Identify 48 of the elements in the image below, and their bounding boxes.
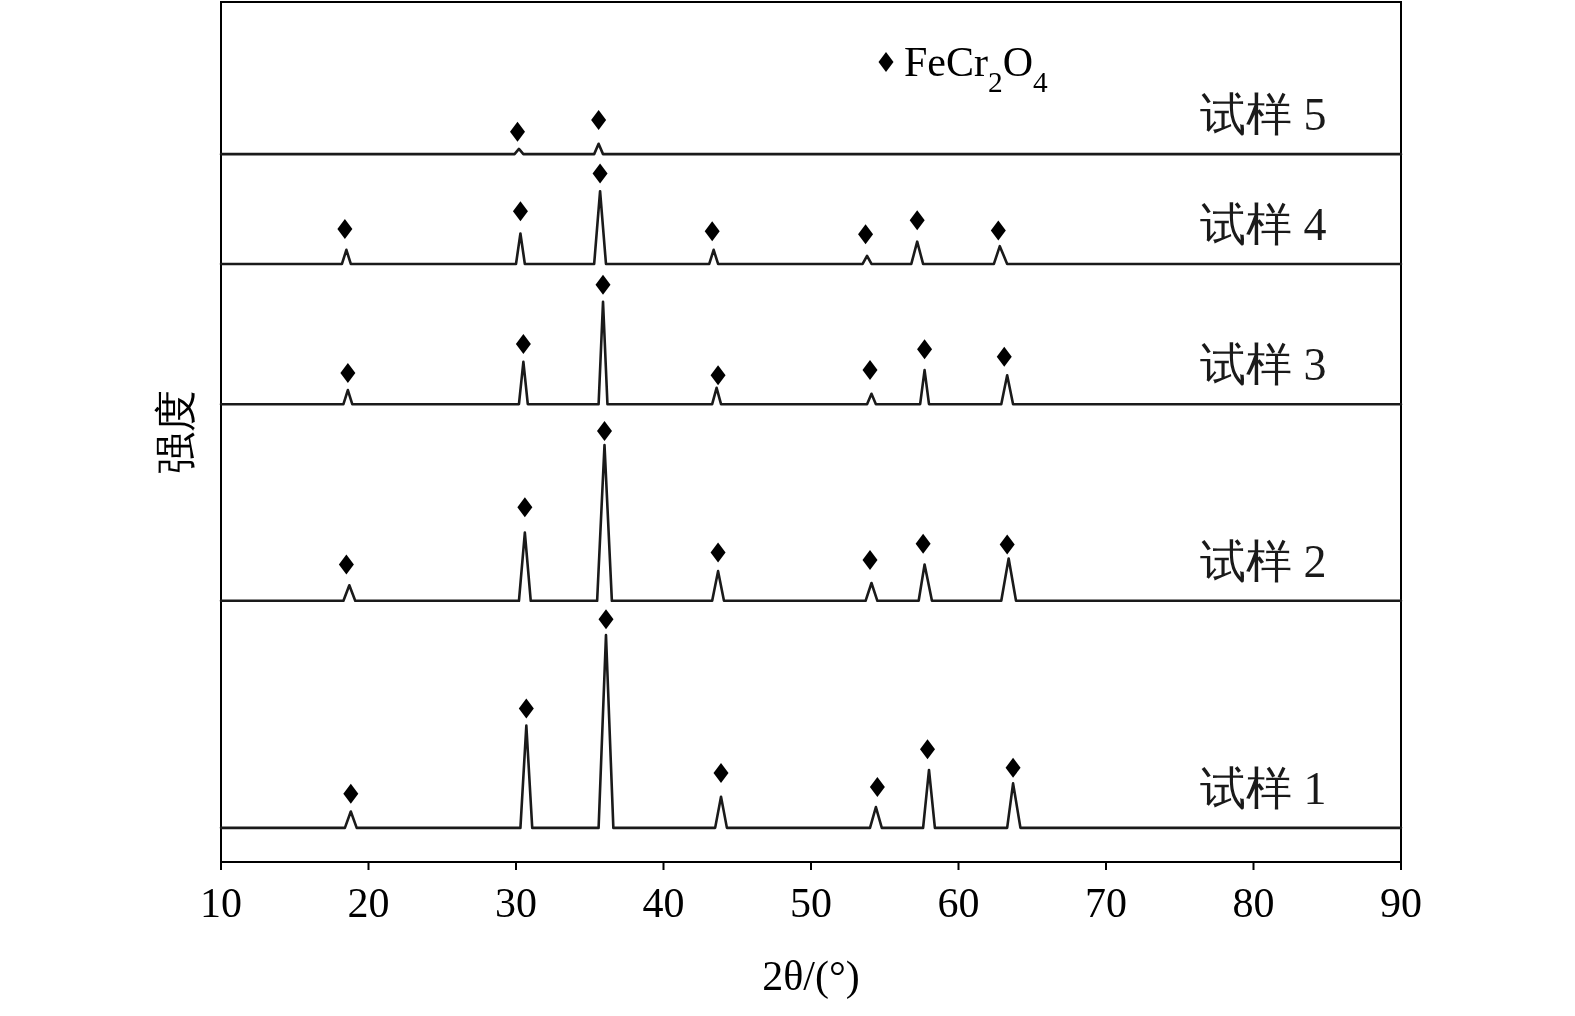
point — [509, 121, 525, 142]
point — [598, 609, 614, 630]
x-tick-label: 30 — [495, 880, 537, 926]
point — [597, 420, 612, 441]
point — [337, 219, 353, 240]
series-label: 试样 5 — [1200, 89, 1327, 141]
point — [704, 221, 720, 242]
x-axis-title: 2θ/(°) — [762, 953, 860, 1000]
series-label: 试样 1 — [1200, 762, 1327, 814]
x-tick-label: 80 — [1232, 880, 1275, 926]
point — [595, 274, 611, 295]
point — [713, 762, 729, 783]
point — [920, 739, 936, 760]
point — [996, 346, 1012, 367]
point — [515, 334, 531, 355]
point — [710, 365, 726, 386]
point — [710, 542, 726, 563]
point — [915, 533, 931, 554]
point — [338, 554, 354, 575]
legend-label: FeCr$_{2}$O$_{4}$ — [904, 39, 1049, 98]
point — [518, 698, 534, 719]
point — [869, 777, 885, 798]
x-tick-label: 10 — [200, 880, 242, 926]
point — [917, 339, 933, 360]
point — [1005, 757, 1021, 778]
point — [591, 110, 607, 130]
point — [592, 163, 608, 184]
x-tick-label: 20 — [347, 880, 390, 926]
x-tick-label: 70 — [1085, 880, 1127, 926]
point — [512, 201, 528, 222]
point — [999, 534, 1015, 555]
point — [990, 220, 1006, 241]
y-axis-title: 强度 — [153, 390, 199, 474]
legend: FeCr$_{2}$O$_{4}$ — [878, 39, 1048, 98]
series-label: 试样 4 — [1200, 198, 1327, 250]
series-label: 试样 3 — [1200, 339, 1327, 391]
point — [862, 360, 878, 381]
x-tick-label: 50 — [790, 880, 832, 926]
x-tick-label: 60 — [937, 880, 980, 926]
series-label: 试样 2 — [1200, 535, 1327, 587]
point — [343, 783, 359, 804]
x-tick-label: 90 — [1380, 880, 1422, 926]
point — [909, 210, 925, 231]
point — [858, 224, 874, 245]
point — [517, 497, 533, 518]
point — [340, 363, 356, 384]
x-tick-label: 40 — [642, 880, 685, 926]
point — [862, 550, 878, 571]
